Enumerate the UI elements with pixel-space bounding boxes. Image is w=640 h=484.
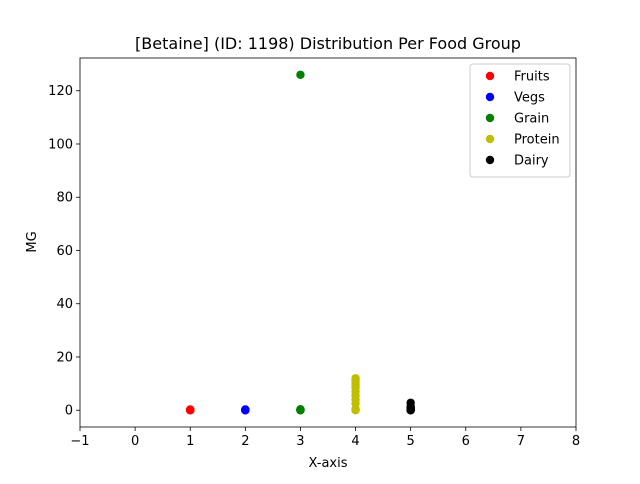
y-tick-label: 80 (56, 191, 73, 206)
x-tick-label: 3 (296, 434, 304, 449)
y-tick-label: 60 (56, 244, 73, 259)
legend-box (469, 63, 571, 178)
legend-marker-protein (485, 134, 495, 144)
x-tick-label: −1 (70, 434, 89, 449)
data-point-grain (296, 404, 305, 414)
y-tick-label: 100 (48, 137, 73, 152)
chart-title: [Betaine] (ID: 1198) Distribution Per Fo… (135, 34, 521, 53)
x-tick-label: 6 (462, 434, 470, 449)
legend-label-grain: Grain (514, 112, 549, 127)
legend-marker-dairy (485, 155, 495, 165)
legend: Fruits Vegs Grain Protein Dairy (469, 63, 571, 178)
x-tick-label: 8 (572, 434, 580, 449)
legend-marker-grain (485, 113, 495, 123)
y-tick-label: 40 (56, 297, 73, 312)
y-axis-label: MG (25, 231, 40, 252)
x-tick-label: 2 (241, 434, 249, 449)
legend-marker-vegs (485, 92, 495, 102)
x-tick-label: 0 (131, 434, 139, 449)
x-tick-label: 5 (407, 434, 415, 449)
legend-label-dairy: Dairy (514, 154, 549, 169)
legend-label-vegs: Vegs (514, 91, 545, 106)
data-point-vegs (241, 405, 250, 414)
legend-label-protein: Protein (514, 133, 560, 148)
x-axis-label: X-axis (309, 456, 348, 471)
x-tick-label: 7 (517, 434, 525, 449)
data-point-protein (351, 374, 360, 383)
x-tick-label: 1 (186, 434, 194, 449)
x-tick-label: 4 (351, 434, 359, 449)
plot-frame (79, 57, 577, 428)
legend-label-fruits: Fruits (514, 70, 550, 85)
legend-marker-fruits (485, 71, 495, 81)
y-tick-label: 120 (48, 84, 73, 99)
y-tick-label: 0 (65, 404, 73, 419)
data-point-grain (296, 70, 305, 79)
y-tick-label: 20 (56, 350, 73, 365)
data-point-fruits (186, 405, 195, 414)
data-point-dairy (406, 398, 415, 407)
